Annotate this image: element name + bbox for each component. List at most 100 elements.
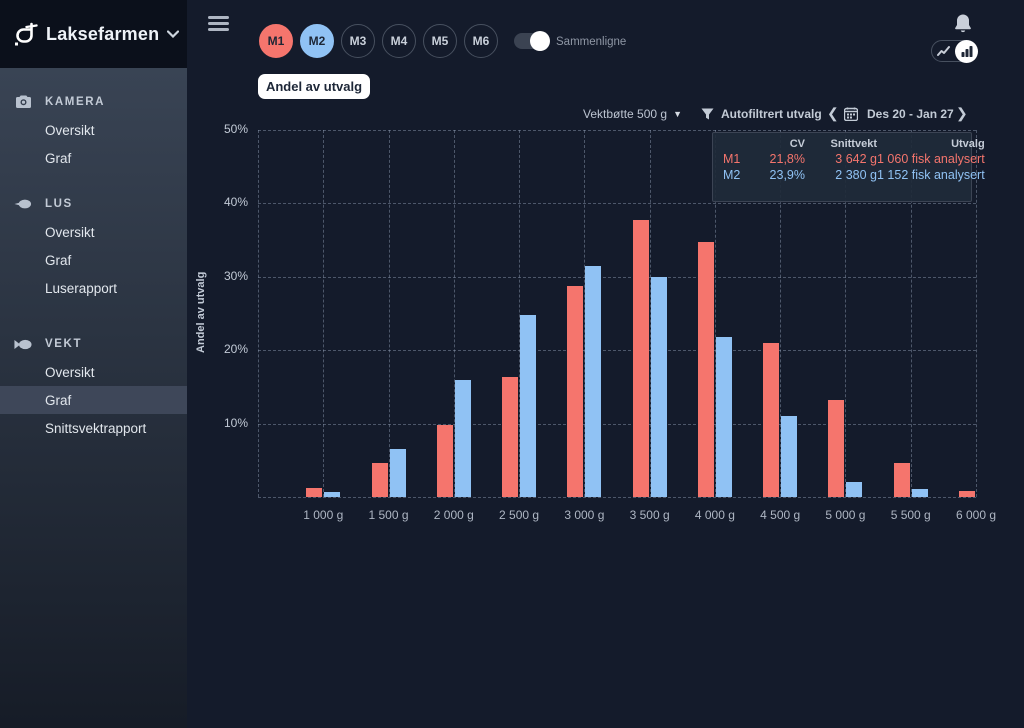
sidebar-nav: KAMERA Oversikt Graf LUS Oversikt Graf L… — [0, 68, 187, 442]
section-label: KAMERA — [45, 96, 106, 108]
legend-row-m2-cv: 23,9% — [769, 168, 805, 182]
bar-m1-1500g[interactable] — [371, 462, 388, 497]
chevron-down-icon[interactable] — [167, 30, 180, 38]
v-gridline — [714, 130, 716, 497]
legend-header-snittvekt: Snittvekt — [830, 138, 877, 150]
x-tick-label: 3 000 g — [564, 508, 605, 522]
chart-type-switcher[interactable] — [931, 40, 978, 63]
legend-row-m2-snittvekt: 2 380 g — [835, 168, 877, 182]
bar-m1-3500g[interactable] — [632, 219, 649, 497]
sidebar-item-vekt-oversikt[interactable]: Oversikt — [45, 364, 95, 380]
legend-header-cv: CV — [789, 138, 805, 150]
sidebar-item-lus-graf[interactable]: Graf — [45, 252, 72, 268]
bar-m1-4500g[interactable] — [763, 342, 780, 497]
merd-button-m6[interactable]: M6 — [464, 24, 498, 58]
fish-icon — [14, 338, 32, 351]
legend-row-m1-name: M1 — [723, 152, 741, 166]
laksefarmen-logo-icon — [12, 20, 39, 48]
merd-button-m5[interactable]: M5 — [423, 24, 457, 58]
notification-bell-icon[interactable] — [953, 13, 973, 34]
bar-m2-3500g[interactable] — [650, 276, 667, 497]
merd-button-m3[interactable]: M3 — [341, 24, 375, 58]
filter-funnel-icon — [701, 108, 714, 120]
merd-button-m1[interactable]: M1 — [259, 24, 293, 58]
sidebar: Laksefarmen KAMERA Oversikt Graf LUS Ove… — [0, 0, 187, 728]
v-gridline — [649, 130, 651, 497]
bucket-size-select[interactable]: Vektbøtte 500 g ▼ — [583, 105, 682, 123]
hamburger-menu-icon[interactable] — [208, 16, 229, 31]
x-tick-label: 5 500 g — [890, 508, 931, 522]
sidebar-header[interactable]: Laksefarmen — [0, 0, 187, 68]
bar-m2-5500g[interactable] — [911, 488, 928, 497]
sidebar-item-kamera-graf[interactable]: Graf — [45, 150, 72, 166]
legend-row-m1-snittvekt: 3 642 g — [835, 152, 877, 166]
andel-av-utvalg-button[interactable]: Andel av utvalg — [258, 74, 370, 99]
bucket-size-label: Vektbøtte 500 g — [583, 107, 668, 121]
legend-header-utvalg: Utvalg — [951, 138, 985, 150]
merd-button-m2[interactable]: M2 — [300, 24, 334, 58]
x-tick-label: 1 000 g — [303, 508, 344, 522]
louse-icon — [14, 198, 32, 210]
sidebar-item-lus-luserapport[interactable]: Luserapport — [45, 280, 118, 296]
h-gridline — [258, 276, 976, 278]
y-axis-label: Andel av utvalg — [195, 271, 207, 353]
sidebar-item-vekt-graf[interactable]: Graf — [0, 386, 187, 414]
autofilter-control[interactable]: Autofiltrert utvalg — [701, 105, 822, 123]
bar-m2-1000g[interactable] — [324, 491, 341, 497]
y-tick-label: 40% — [223, 195, 248, 210]
date-next-button[interactable]: ❯ — [956, 105, 968, 121]
bar-m2-3000g[interactable] — [585, 265, 602, 497]
y-tick-label: 50% — [223, 122, 248, 136]
legend-table: CV Snittvekt Utvalg M1 21,8% 3 642 g 1 0… — [712, 132, 985, 202]
v-gridline — [845, 130, 847, 497]
bar-m2-1500g[interactable] — [389, 449, 406, 497]
x-tick-label: 4 500 g — [760, 508, 801, 522]
bar-m1-4000g[interactable] — [697, 241, 714, 497]
plot-area — [258, 130, 977, 498]
x-tick-label: 1 500 g — [368, 508, 409, 522]
bar-m1-2500g[interactable] — [502, 376, 519, 497]
bar-m1-3000g[interactable] — [567, 285, 584, 497]
caret-down-icon: ▼ — [673, 109, 682, 119]
date-range-picker[interactable]: Des 20 - Jan 27 — [844, 105, 954, 123]
sidebar-section-lus: LUS — [0, 190, 187, 218]
bar-m1-2000g[interactable] — [436, 425, 453, 497]
bar-m2-4500g[interactable] — [781, 416, 798, 497]
h-gridline — [258, 203, 976, 205]
toggle-knob — [530, 31, 550, 51]
v-gridline — [519, 130, 521, 497]
legend-row-m2-utvalg: 1 152 fisk analysert — [877, 168, 985, 182]
legend-row-m2-name: M2 — [723, 168, 741, 182]
bar-m2-2500g[interactable] — [520, 314, 537, 497]
bar-m1-5000g[interactable] — [828, 400, 845, 497]
sidebar-section-kamera: KAMERA — [0, 88, 187, 116]
legend-row-m1-cv: 21,8% — [769, 152, 805, 166]
bar-m1-5500g[interactable] — [893, 462, 910, 497]
h-gridline — [258, 423, 976, 425]
section-label: LUS — [45, 198, 73, 210]
bar-m2-4000g[interactable] — [715, 337, 732, 497]
bar-m1-6000g[interactable] — [959, 491, 975, 497]
x-tick-label: 6 000 g — [955, 508, 997, 522]
h-gridline — [258, 497, 976, 498]
bar-m2-5000g[interactable] — [846, 481, 863, 497]
v-gridline — [976, 130, 977, 497]
merd-button-m4[interactable]: M4 — [382, 24, 416, 58]
v-gridline — [780, 130, 782, 497]
compare-toggle-label: Sammenligne — [556, 36, 627, 48]
compare-toggle[interactable] — [514, 31, 550, 51]
x-tick-label: 5 000 g — [825, 508, 866, 522]
v-gridline — [584, 130, 586, 497]
sidebar-item-vekt-snittsvektrapport[interactable]: Snittsvektrapport — [45, 420, 147, 436]
v-gridline — [910, 130, 912, 497]
v-gridline — [453, 130, 455, 497]
y-axis-line — [258, 130, 259, 497]
y-tick-label: 10% — [223, 415, 248, 430]
bar-m2-2000g[interactable] — [454, 379, 471, 497]
sidebar-item-kamera-oversikt[interactable]: Oversikt — [45, 122, 95, 138]
date-prev-button[interactable]: ❮ — [827, 105, 839, 121]
line-chart-icon[interactable] — [937, 45, 951, 57]
bar-chart-icon[interactable] — [955, 40, 978, 63]
sidebar-item-lus-oversikt[interactable]: Oversikt — [45, 224, 95, 240]
bar-m1-1000g[interactable] — [306, 488, 323, 497]
